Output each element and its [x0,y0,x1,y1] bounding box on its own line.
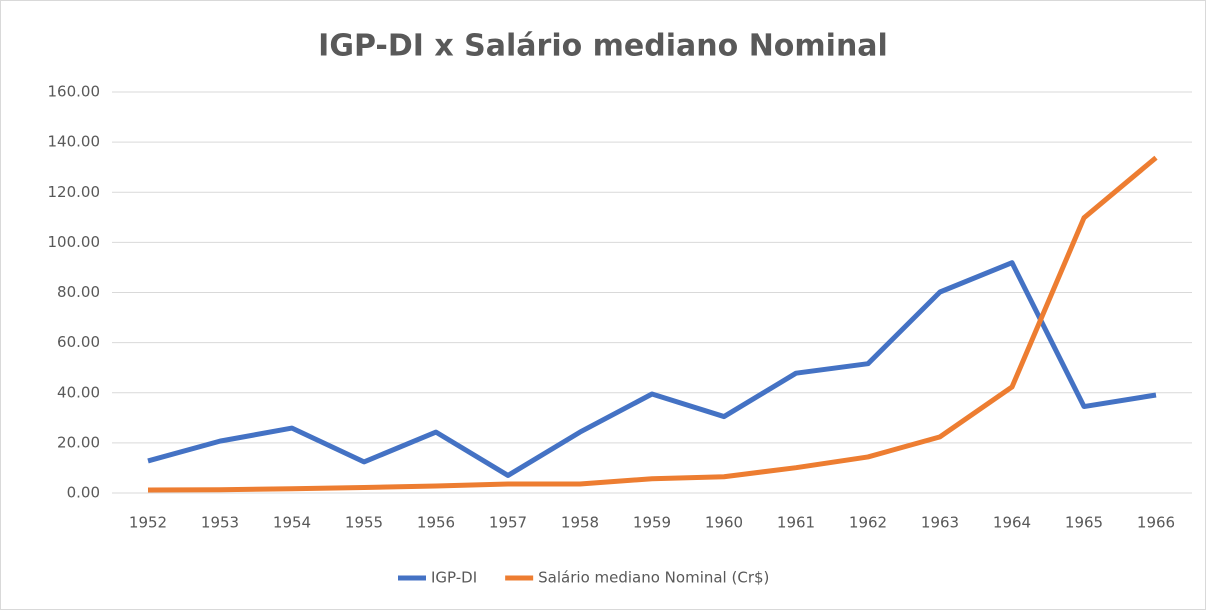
line-series [147,155,1158,493]
y-tick-label: 160.00 [48,83,101,101]
y-tick-label: 80.00 [57,283,100,301]
y-tick-label: 60.00 [57,333,100,351]
y-tick-label: 40.00 [57,383,100,401]
x-tick-label: 1952 [129,514,167,532]
legend-label: IGP-DI [431,569,477,587]
y-tick-label: 0.00 [67,484,100,502]
x-tick-label: 1956 [417,514,455,532]
legend-label: Salário mediano Nominal (Cr$) [538,569,769,587]
x-tick-label: 1966 [1137,514,1175,532]
x-tick-label: 1960 [705,514,743,532]
line-series [147,260,1157,478]
chart-title: IGP-DI x Salário mediano Nominal [318,29,888,64]
x-tick-label: 1961 [777,514,815,532]
y-tick-label: 140.00 [48,133,101,151]
y-tick-label: 20.00 [57,433,100,451]
x-tick-label: 1965 [1065,514,1103,532]
y-tick-label: 120.00 [48,183,101,201]
x-tick-label: 1954 [273,514,311,532]
x-tick-label: 1955 [345,514,383,532]
x-tick-label: 1959 [633,514,671,532]
x-tick-label: 1953 [201,514,239,532]
x-tick-label: 1963 [921,514,959,532]
x-tick-label: 1957 [489,514,527,532]
x-tick-label: 1964 [993,514,1031,532]
x-tick-label: 1962 [849,514,887,532]
x-tick-label: 1958 [561,514,599,532]
y-tick-label: 100.00 [48,233,101,251]
